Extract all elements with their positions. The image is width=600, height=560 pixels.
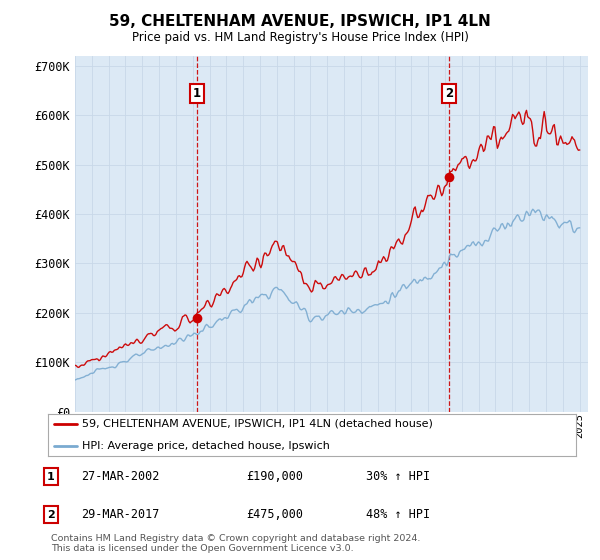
Text: 30% ↑ HPI: 30% ↑ HPI — [366, 470, 430, 483]
Text: 1: 1 — [47, 472, 55, 482]
Text: 2: 2 — [445, 87, 453, 100]
Text: 27-MAR-2002: 27-MAR-2002 — [81, 470, 160, 483]
Text: Price paid vs. HM Land Registry's House Price Index (HPI): Price paid vs. HM Land Registry's House … — [131, 31, 469, 44]
Text: 59, CHELTENHAM AVENUE, IPSWICH, IP1 4LN: 59, CHELTENHAM AVENUE, IPSWICH, IP1 4LN — [109, 14, 491, 29]
Text: 48% ↑ HPI: 48% ↑ HPI — [366, 508, 430, 521]
Text: £475,000: £475,000 — [246, 508, 303, 521]
Text: HPI: Average price, detached house, Ipswich: HPI: Average price, detached house, Ipsw… — [82, 441, 330, 451]
Text: Contains HM Land Registry data © Crown copyright and database right 2024.
This d: Contains HM Land Registry data © Crown c… — [51, 534, 421, 553]
Text: 29-MAR-2017: 29-MAR-2017 — [81, 508, 160, 521]
Text: 59, CHELTENHAM AVENUE, IPSWICH, IP1 4LN (detached house): 59, CHELTENHAM AVENUE, IPSWICH, IP1 4LN … — [82, 419, 433, 428]
Text: 1: 1 — [193, 87, 200, 100]
Text: 2: 2 — [47, 510, 55, 520]
Text: £190,000: £190,000 — [246, 470, 303, 483]
